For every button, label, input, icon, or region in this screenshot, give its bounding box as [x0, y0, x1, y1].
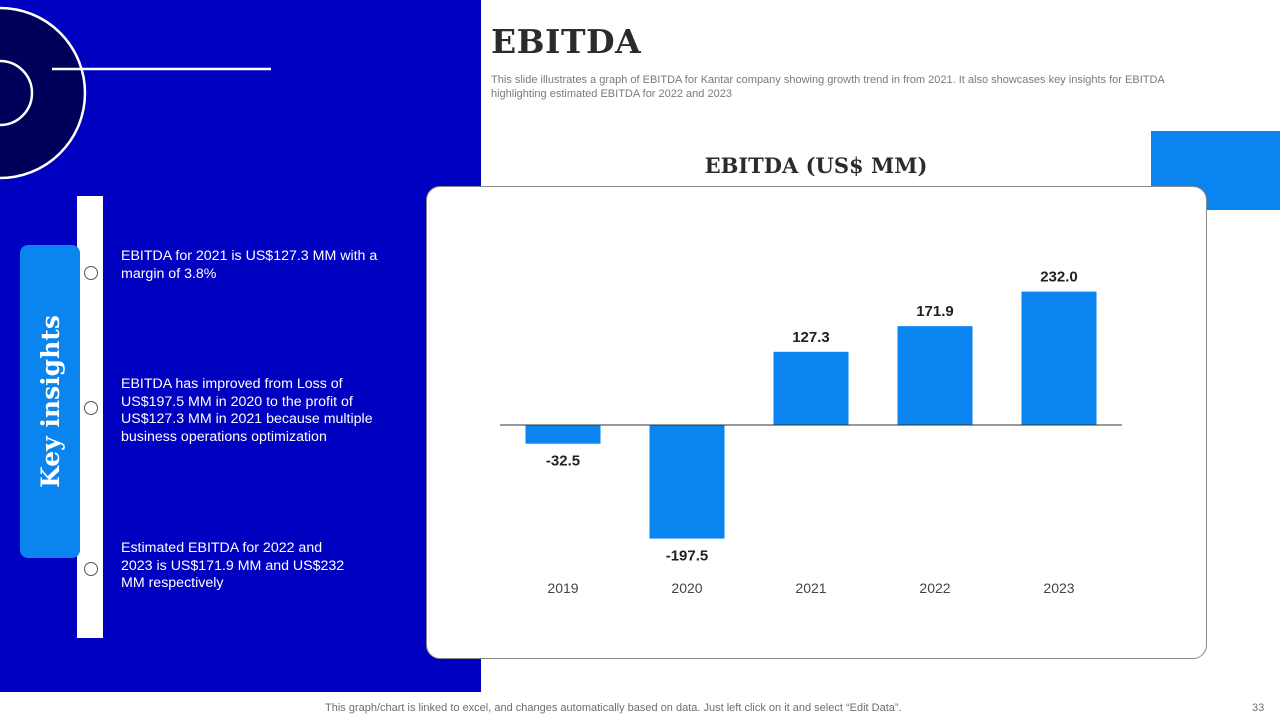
insight-item-3: Estimated EBITDA for 2022 and 2023 is US… — [121, 540, 345, 592]
timeline-dot-2 — [84, 401, 98, 415]
x-tick-label-2020: 2020 — [671, 580, 702, 596]
data-label-2023: 232.0 — [1040, 269, 1078, 286]
semicircle-fill — [0, 8, 85, 178]
key-insights-box: Key insights — [20, 245, 80, 558]
page-number: 33 — [1252, 702, 1265, 714]
timeline-dot-3 — [84, 562, 98, 576]
bar-2023 — [1021, 291, 1097, 425]
data-label-2019: -32.5 — [546, 453, 580, 470]
decorative-semicircle — [0, 6, 271, 180]
bar-2019 — [525, 425, 601, 444]
data-label-2022: 171.9 — [916, 303, 954, 320]
bar-2020 — [649, 425, 725, 539]
page-subtitle: This slide illustrates a graph of EBITDA… — [491, 74, 1165, 100]
page-title: EBITDA — [491, 22, 642, 61]
x-tick-label-2019: 2019 — [547, 580, 578, 596]
insight-item-2: EBITDA has improved from Loss of US$197.… — [121, 376, 373, 445]
inner-arc — [0, 59, 34, 127]
x-tick-label-2023: 2023 — [1043, 580, 1074, 596]
bar-2022 — [897, 326, 973, 425]
timeline-dot-1 — [84, 266, 98, 280]
data-label-2020: -197.5 — [666, 548, 709, 565]
semicircle-outline — [0, 6, 87, 180]
x-tick-label-2021: 2021 — [795, 580, 826, 596]
chart-title: EBITDA (US$ MM) — [704, 153, 928, 178]
footer-note: This graph/chart is linked to excel, and… — [325, 702, 902, 714]
x-tick-label-2022: 2022 — [919, 580, 950, 596]
data-label-2021: 127.3 — [792, 329, 830, 346]
bar-2021 — [773, 351, 849, 425]
insight-item-1: EBITDA for 2021 is US$127.3 MM with a ma… — [121, 248, 378, 282]
